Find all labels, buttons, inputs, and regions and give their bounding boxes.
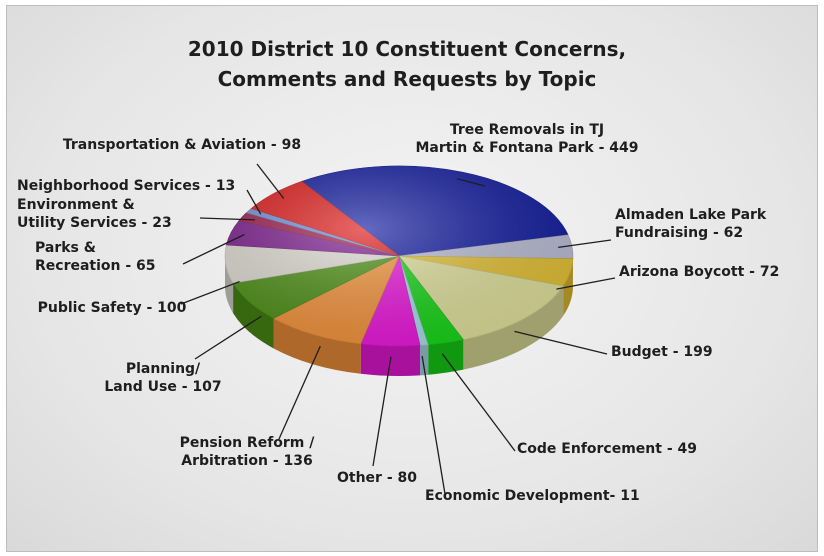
slice-label-line: Other - 80	[337, 470, 417, 486]
slice-label-line: Budget - 199	[611, 344, 713, 360]
slice-label-other-80: Other - 80	[337, 470, 417, 486]
slice-label-code-enforcement-49: Code Enforcement - 49	[517, 441, 697, 457]
slice-label-line: Fundraising - 62	[615, 225, 743, 241]
slice-label-line: Pension Reform /	[180, 435, 316, 451]
leader-line-other-80	[372, 356, 392, 467]
leader-line-neighborhood-services-13	[246, 189, 262, 215]
slice-label-line: Martin & Fontana Park - 449	[415, 140, 638, 156]
slice-label-line: Parks &	[35, 240, 96, 256]
slice-label-line: Economic Development- 11	[425, 488, 640, 504]
slice-side-economic-development-11	[420, 344, 429, 376]
leader-line-planning-land-use-107	[194, 315, 262, 360]
leader-line-code-enforcement-49	[441, 353, 516, 452]
leader-line-tree-removals-in-tj-martin-fontana-park-449	[456, 178, 486, 187]
slice-label-tree-removals-in-tj-martin-fontana-park-449: Tree Removals in TJ Martin & Fontana Park…	[415, 122, 638, 156]
slice-label-parks-recreation-65: Parks & Recreation - 65	[35, 240, 156, 274]
slice-label-neighborhood-services-13: Neighborhood Services - 13	[17, 178, 235, 194]
slice-label-line: Environment &	[17, 197, 135, 213]
slice-side-code-enforcement-49	[428, 339, 464, 375]
slice-label-line: Almaden Lake Park	[615, 207, 767, 223]
slice-label-planning-land-use-107: Planning/Land Use - 107	[104, 361, 221, 395]
slice-label-line: Arizona Boycott - 72	[619, 264, 779, 280]
slice-label-economic-development-11: Economic Development- 11	[425, 488, 640, 504]
slice-label-line: Tree Removals in TJ	[450, 122, 604, 138]
slice-label-line: Code Enforcement - 49	[517, 441, 697, 457]
slice-label-almaden-lake-park-fundraising-62: Almaden Lake Park Fundraising - 62	[615, 207, 767, 241]
pie-tops	[224, 165, 574, 347]
leader-line-economic-development-11	[421, 355, 446, 495]
leader-line-parks-recreation-65	[182, 233, 245, 265]
slice-label-arizona-boycott-72: Arizona Boycott - 72	[619, 264, 779, 280]
chart-frame: 2010 District 10 Constituent Concerns, C…	[6, 5, 818, 552]
slice-label-transportation-aviation-98: Transportation & Aviation - 98	[63, 137, 301, 153]
chart-title-line-1: 2010 District 10 Constituent Concerns,	[188, 37, 626, 61]
pie-chart: 2010 District 10 Constituent Concerns, C…	[17, 37, 779, 504]
leader-line-almaden-lake-park-fundraising-62	[558, 239, 612, 249]
slice-label-pension-reform-arbitration-136: Pension Reform / Arbitration - 136	[180, 435, 316, 469]
slice-label-public-safety-100: Public Safety - 100	[38, 300, 187, 316]
slice-label-line: Arbitration - 136	[181, 453, 312, 469]
slice-label-budget-199: Budget - 199	[611, 344, 713, 360]
leader-lines	[180, 163, 616, 495]
leader-line-pension-reform-arbitration-136	[278, 345, 321, 440]
slice-label-line: Utility Services - 23	[17, 215, 172, 231]
leader-line-arizona-boycott-72	[556, 277, 616, 290]
slice-label-environment-utility-services-23: Environment & Utility Services - 23	[17, 197, 172, 231]
slice-label-line: Transportation & Aviation - 98	[63, 137, 301, 153]
leader-line-environment-utility-services-23	[199, 217, 255, 221]
leader-line-budget-199	[514, 330, 608, 355]
slice-label-line: Land Use - 107	[104, 379, 221, 395]
leader-line-public-safety-100	[180, 280, 240, 305]
slice-label-line: Public Safety - 100	[38, 300, 187, 316]
slice-label-line: Neighborhood Services - 13	[17, 178, 235, 194]
chart-title-line-2: Comments and Requests by Topic	[218, 67, 597, 91]
leader-line-transportation-aviation-98	[256, 163, 285, 199]
slice-labels: Tree Removals in TJ Martin & Fontana Park…	[17, 122, 779, 504]
slice-label-line: Recreation - 65	[35, 258, 156, 274]
slice-label-line: Planning/	[126, 361, 201, 377]
